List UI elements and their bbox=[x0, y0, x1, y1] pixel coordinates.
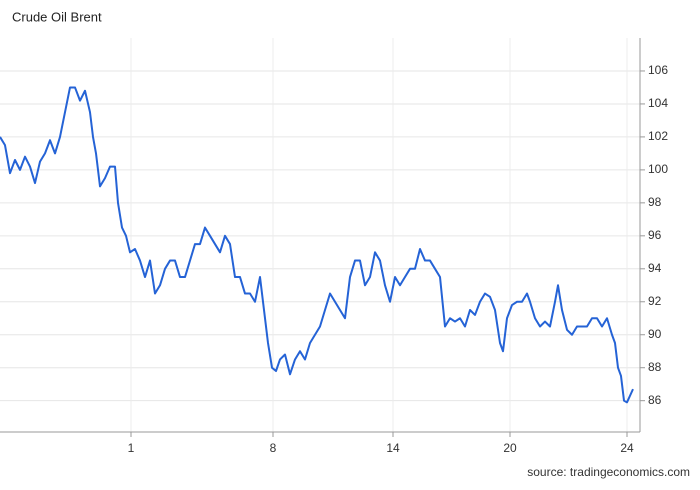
x-tick-label: 8 bbox=[270, 441, 277, 455]
x-tick-label: 20 bbox=[503, 441, 517, 455]
y-tick-label: 86 bbox=[648, 393, 662, 407]
y-tick-label: 98 bbox=[648, 195, 662, 209]
y-tick-label: 88 bbox=[648, 360, 662, 374]
source-note: source: tradingeconomics.com bbox=[527, 465, 690, 479]
y-tick-label: 102 bbox=[648, 129, 668, 143]
x-tick-label: 1 bbox=[128, 441, 135, 455]
y-tick-label: 90 bbox=[648, 327, 662, 341]
price-line bbox=[0, 86, 634, 404]
y-tick-label: 104 bbox=[648, 96, 668, 110]
y-tick-label: 96 bbox=[648, 228, 662, 242]
chart-title: Crude Oil Brent bbox=[12, 9, 102, 24]
x-tick-label: 14 bbox=[386, 441, 400, 455]
y-tick-label: 106 bbox=[648, 63, 668, 77]
x-tick-label: 24 bbox=[620, 441, 634, 455]
y-tick-label: 94 bbox=[648, 261, 662, 275]
y-tick-label: 100 bbox=[648, 162, 668, 176]
y-tick-label: 92 bbox=[648, 294, 662, 308]
